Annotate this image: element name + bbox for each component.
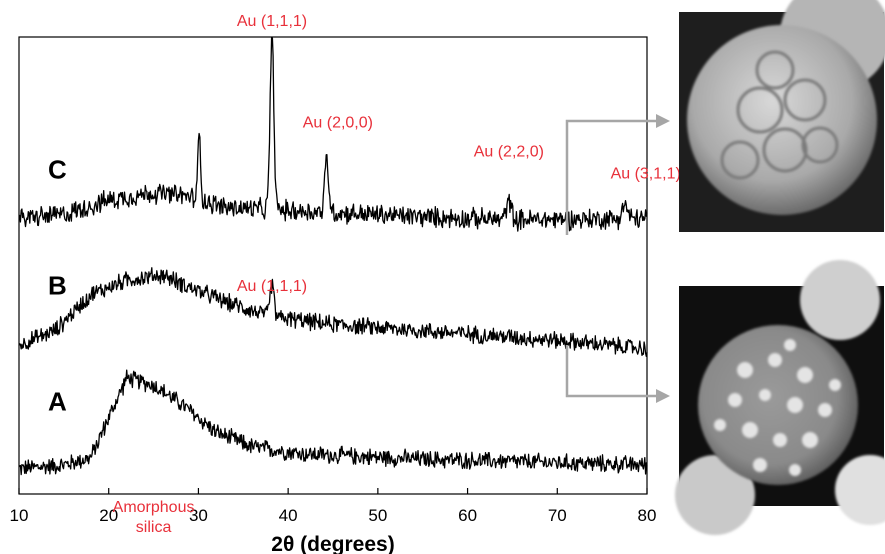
annotation-1: Au (1,1,1) <box>237 13 307 30</box>
annotation-4: Au (3,1,1) <box>611 165 681 182</box>
annotation-5: Au (1,1,1) <box>237 278 307 295</box>
annotation-6-line-2: silica <box>136 519 172 536</box>
sem-image-bottom <box>675 260 885 535</box>
annotation-2: Au (2,0,0) <box>303 115 373 132</box>
trace-label-A: A <box>48 387 67 417</box>
peak-annotations: Au (1,1,1) Au (2,0,0) Au (2,2,0) Au (3,1,1)… <box>113 13 681 536</box>
x-tick-label-70: 70 <box>548 506 567 525</box>
x-axis-ticks <box>18 488 648 494</box>
arrow-to-top-image <box>565 119 660 235</box>
x-axis-tick-labels: 10 20 30 40 50 60 70 80 <box>10 506 657 525</box>
x-tick-label-80: 80 <box>638 506 657 525</box>
sem-image-top <box>679 0 885 232</box>
trace-label-C: C <box>48 154 67 184</box>
annotation-6-line-1: Amorphous <box>113 499 195 516</box>
trace-C <box>18 36 648 232</box>
trace-A <box>18 369 648 476</box>
trace-label-B: B <box>48 271 67 301</box>
x-tick-label-30: 30 <box>189 506 208 525</box>
x-tick-label-40: 40 <box>279 506 298 525</box>
x-tick-label-50: 50 <box>368 506 387 525</box>
x-tick-label-60: 60 <box>458 506 477 525</box>
plot-frame <box>18 36 648 495</box>
arrow-to-bottom-image <box>565 345 660 398</box>
x-axis-title: 2θ (degrees) <box>271 533 394 554</box>
x-tick-label-10: 10 <box>10 506 29 525</box>
connector-arrows <box>565 114 670 403</box>
trace-B <box>18 267 648 357</box>
traces <box>18 36 648 476</box>
trace-labels: A B C <box>48 154 67 416</box>
x-tick-label-20: 20 <box>99 506 118 525</box>
annotation-3: Au (2,2,0) <box>474 144 544 161</box>
